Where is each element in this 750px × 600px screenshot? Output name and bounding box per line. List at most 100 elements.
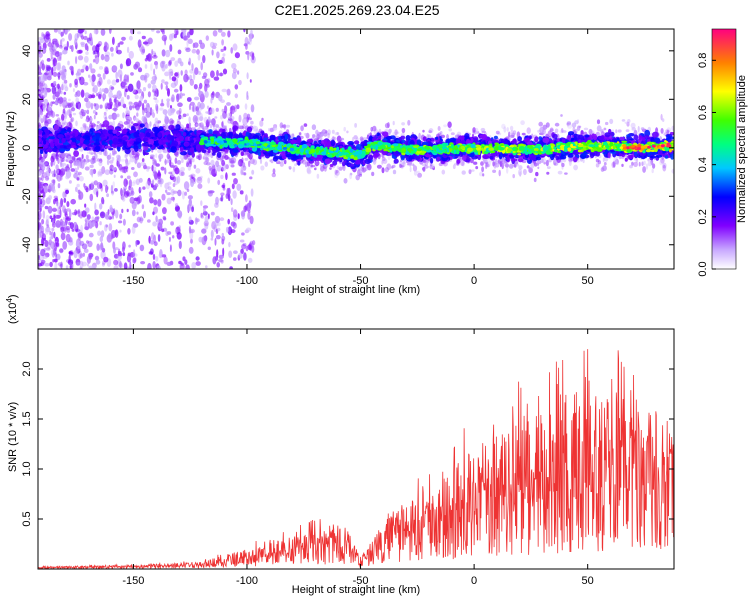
heatmap-cell bbox=[316, 173, 320, 179]
heatmap-cell bbox=[166, 261, 172, 266]
heatmap-cell bbox=[93, 103, 97, 107]
heatmap-cell bbox=[167, 88, 170, 97]
heatmap-cell bbox=[65, 189, 69, 195]
heatmap-cell bbox=[192, 72, 196, 81]
heatmap-cell bbox=[336, 131, 339, 135]
heatmap-cell bbox=[240, 248, 244, 254]
heatmap-cell bbox=[234, 84, 239, 90]
figure-title: C2E1.2025.269.23.04.E25 bbox=[274, 2, 439, 18]
heatmap-cell bbox=[189, 29, 194, 36]
heatmap-cell bbox=[176, 175, 181, 184]
heatmap-cell bbox=[509, 125, 514, 131]
heatmap-cell bbox=[83, 81, 89, 86]
heatmap-cell bbox=[176, 93, 180, 103]
heatmap-cell bbox=[659, 160, 664, 166]
heatmap-cell bbox=[183, 35, 189, 41]
heatmap-cell bbox=[111, 211, 115, 220]
heatmap-cell bbox=[152, 158, 156, 162]
heatmap-cell bbox=[69, 113, 72, 119]
heatmap-cell bbox=[102, 179, 108, 187]
heatmap-cell bbox=[70, 117, 75, 122]
heatmap-cell bbox=[157, 198, 162, 207]
heatmap-cell bbox=[227, 30, 231, 38]
heatmap-cell bbox=[88, 183, 92, 191]
heatmap-cell bbox=[600, 129, 604, 133]
heatmap-cell bbox=[41, 237, 45, 247]
heatmap-cell bbox=[134, 157, 137, 165]
heatmap-cell bbox=[189, 177, 193, 181]
heatmap-cell bbox=[230, 47, 233, 54]
heatmap-cell bbox=[149, 107, 153, 116]
heatmap-cell bbox=[70, 198, 76, 205]
heatmap-cell bbox=[650, 158, 654, 165]
heatmap-cell bbox=[162, 148, 168, 154]
heatmap-cell bbox=[72, 221, 78, 230]
heatmap-cell bbox=[652, 163, 656, 169]
heatmap-cell bbox=[605, 121, 609, 126]
heatmap-cell bbox=[211, 49, 214, 56]
heatmap-cell bbox=[212, 30, 218, 37]
heatmap-cell bbox=[93, 114, 96, 120]
heatmap-cell bbox=[165, 64, 168, 69]
heatmap-cell bbox=[430, 157, 434, 164]
heatmap-cell bbox=[38, 45, 41, 55]
heatmap-cell bbox=[106, 79, 111, 85]
heatmap-cell bbox=[279, 161, 284, 167]
heatmap-cell bbox=[50, 170, 56, 175]
heatmap-cell bbox=[159, 107, 164, 111]
heatmap-cell bbox=[164, 71, 170, 77]
heatmap-cell bbox=[61, 113, 65, 121]
heatmap-cell bbox=[38, 232, 42, 239]
heatmap-cell bbox=[126, 115, 131, 120]
heatmap-cell bbox=[125, 58, 132, 67]
heatmap-cell bbox=[270, 159, 274, 164]
heatmap-cell bbox=[314, 160, 320, 167]
heatmap-cell bbox=[55, 214, 61, 219]
heatmap-cell bbox=[112, 152, 116, 156]
heatmap-cell bbox=[120, 158, 126, 162]
heatmap-cell bbox=[314, 161, 320, 166]
heatmap-cell bbox=[662, 164, 667, 172]
heatmap-cell bbox=[198, 71, 202, 75]
heatmap-cell bbox=[53, 214, 56, 223]
heatmap-cell bbox=[85, 187, 89, 193]
heatmap-cell bbox=[567, 123, 573, 129]
heatmap-cell bbox=[54, 262, 58, 269]
heatmap-cell bbox=[138, 186, 142, 194]
heatmap-cell bbox=[38, 150, 41, 159]
heatmap-cell bbox=[178, 114, 181, 121]
heatmap-cell bbox=[42, 210, 46, 219]
heatmap-cell bbox=[73, 173, 78, 179]
heatmap-cell bbox=[206, 105, 210, 110]
heatmap-cell bbox=[113, 253, 119, 259]
heatmap-cell bbox=[80, 130, 84, 133]
heatmap-cell bbox=[153, 166, 157, 171]
heatmap-cell bbox=[651, 168, 654, 174]
heatmap-cell bbox=[619, 156, 623, 159]
heatmap-cell bbox=[122, 218, 126, 226]
heatmap-cell bbox=[600, 167, 605, 172]
heatmap-cell bbox=[154, 99, 159, 104]
heatmap-cell bbox=[242, 242, 247, 247]
heatmap-cell bbox=[143, 99, 148, 104]
heatmap-cell bbox=[179, 84, 183, 92]
heatmap-cell bbox=[153, 97, 158, 100]
heatmap-cell bbox=[191, 206, 195, 213]
heatmap-cell bbox=[50, 51, 53, 60]
heatmap-cell bbox=[95, 44, 100, 53]
heatmap-cell bbox=[243, 29, 246, 33]
heatmap-cell bbox=[133, 157, 139, 164]
heatmap-cell bbox=[105, 224, 108, 228]
heatmap-cell bbox=[202, 55, 206, 64]
heatmap-cell bbox=[115, 99, 120, 108]
heatmap-cell bbox=[142, 87, 147, 92]
heatmap-cell bbox=[148, 191, 153, 198]
heatmap-cell bbox=[209, 153, 212, 158]
heatmap-cell bbox=[100, 250, 106, 260]
heatmap-cell bbox=[109, 104, 113, 110]
heatmap-cell bbox=[79, 266, 82, 269]
heatmap-cell bbox=[96, 181, 102, 190]
heatmap-cell bbox=[73, 250, 78, 259]
heatmap-cell bbox=[213, 76, 220, 81]
heatmap-cell bbox=[400, 159, 402, 163]
